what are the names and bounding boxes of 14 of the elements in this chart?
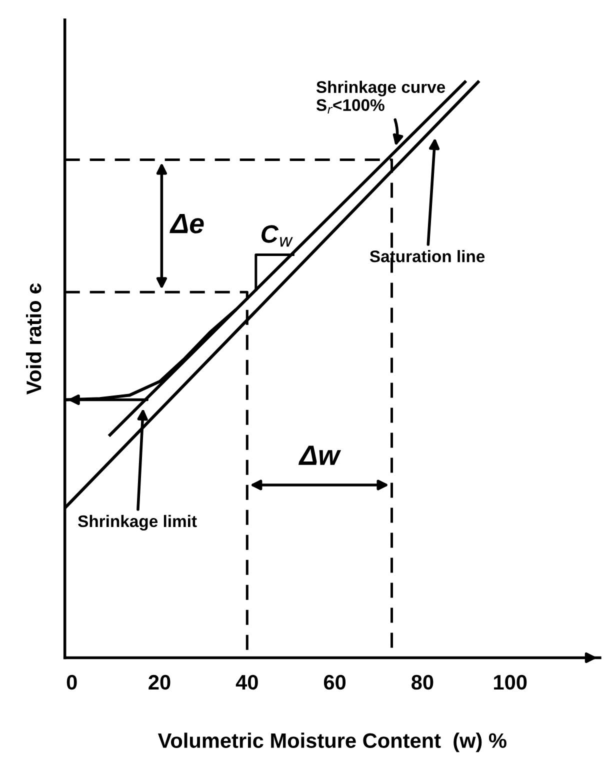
y-axis-title: Void ratio є <box>26 283 42 395</box>
x-axis-title: Volumetric Moisture Content (w) % <box>158 732 506 752</box>
x-tick-label: 0 <box>66 674 77 690</box>
annotation: Δe <box>170 214 204 234</box>
annotation: Saturation line <box>370 250 485 262</box>
annotation: Shrinkage curve S$_{r}$<100% <box>316 80 446 114</box>
annotation: Δw <box>298 446 342 465</box>
x-tick-label: 80 <box>412 674 434 690</box>
x-tick-label: 40 <box>236 674 258 690</box>
annotation: C$_{w}$ <box>262 225 293 247</box>
x-tick-label: 60 <box>324 674 346 690</box>
x-tick-label: 20 <box>148 674 170 690</box>
x-tick-label: 100 <box>494 674 527 690</box>
annotation: Shrinkage limit <box>78 514 197 531</box>
